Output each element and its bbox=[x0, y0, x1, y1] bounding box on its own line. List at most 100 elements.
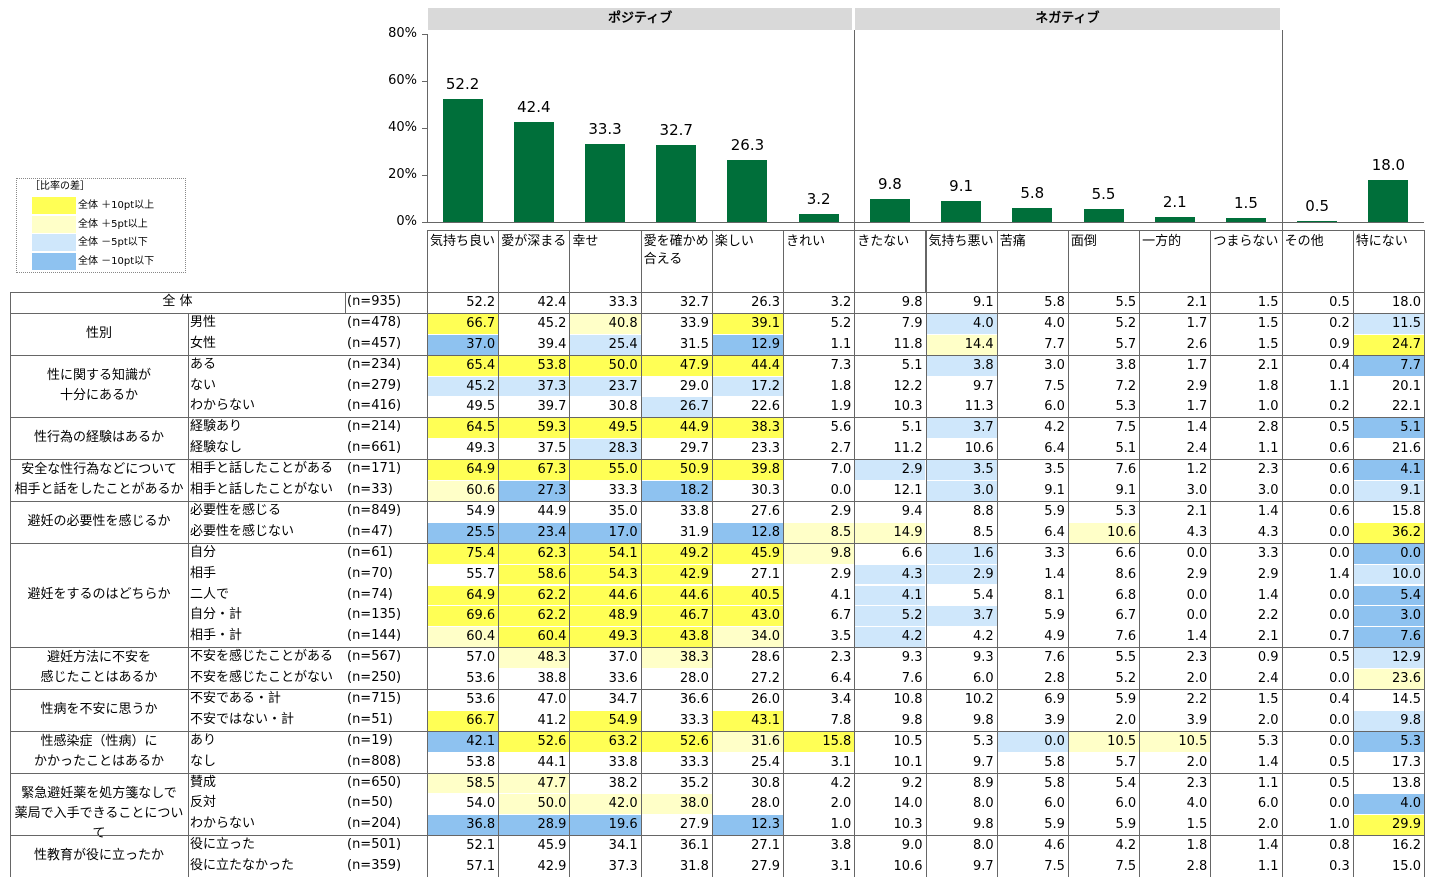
row-label: 相手と話したことがない bbox=[190, 482, 334, 498]
row-n: (n=70) bbox=[347, 565, 393, 581]
cell: 22.1 bbox=[1392, 399, 1421, 415]
cell: 58.5 bbox=[428, 773, 499, 794]
row-n: (n=204) bbox=[347, 816, 402, 832]
cell: 29.0 bbox=[679, 378, 709, 394]
cell: 25.5 bbox=[428, 522, 499, 543]
cell: 37.5 bbox=[537, 441, 567, 457]
cell: 4.3 bbox=[855, 564, 926, 585]
cell: 0.8 bbox=[1329, 838, 1350, 854]
cell: 9.0 bbox=[901, 838, 923, 854]
cell: 60.4 bbox=[499, 627, 570, 648]
row-n: (n=478) bbox=[347, 314, 402, 330]
cell: 7.9 bbox=[901, 315, 923, 331]
row-label: あり bbox=[190, 732, 217, 748]
cell: 38.3 bbox=[712, 418, 784, 439]
group-header: ポジティブ bbox=[428, 8, 853, 30]
cell: 6.6 bbox=[901, 545, 923, 561]
cell: 3.1 bbox=[830, 859, 852, 875]
cell: 11.2 bbox=[893, 441, 923, 457]
cell: 3.2 bbox=[830, 295, 852, 310]
cell: 38.2 bbox=[608, 775, 638, 791]
cell: 9.7 bbox=[973, 378, 994, 394]
cell: 4.2 bbox=[973, 629, 994, 645]
cell: 4.2 bbox=[855, 627, 926, 648]
bar bbox=[1368, 179, 1409, 222]
cell: 66.7 bbox=[428, 313, 499, 334]
cell: 6.6 bbox=[1115, 545, 1137, 561]
cell: 7.7 bbox=[1044, 336, 1065, 352]
column-line bbox=[427, 292, 428, 877]
row-label: 必要性を感じる bbox=[190, 502, 282, 518]
cell: 9.8 bbox=[973, 712, 994, 728]
cell: 65.4 bbox=[428, 355, 499, 376]
cell: 40.5 bbox=[712, 585, 784, 606]
cell: 5.7 bbox=[1115, 754, 1137, 770]
row-n: (n=935) bbox=[347, 294, 402, 309]
cell: 4.1 bbox=[855, 585, 926, 606]
group-label: 避妊方法に不安を bbox=[46, 650, 151, 666]
cell: 29.7 bbox=[679, 441, 709, 457]
cell: 3.7 bbox=[926, 418, 997, 439]
cell: 15.8 bbox=[784, 731, 855, 752]
row-n: (n=19) bbox=[347, 732, 393, 748]
cell: 5.8 bbox=[1044, 295, 1065, 310]
cell: 36.8 bbox=[428, 815, 499, 836]
group-label: 性に関する知識が bbox=[46, 368, 151, 384]
cell: 41.2 bbox=[537, 712, 567, 728]
row-label: わからない bbox=[190, 398, 256, 414]
cell: 48.9 bbox=[570, 606, 641, 627]
cell: 4.9 bbox=[1044, 629, 1065, 645]
cell: 0.2 bbox=[1329, 315, 1350, 331]
row-n: (n=501) bbox=[347, 837, 402, 853]
cell: 9.1 bbox=[1044, 483, 1065, 499]
separator bbox=[1281, 30, 1283, 230]
cell: 3.8 bbox=[926, 355, 997, 376]
cell: 1.2 bbox=[1186, 462, 1208, 478]
cell: 2.9 bbox=[830, 566, 852, 582]
cell: 7.3 bbox=[830, 357, 852, 373]
cell: 39.4 bbox=[537, 336, 567, 352]
cell: 42.0 bbox=[570, 794, 641, 815]
cell: 10.3 bbox=[893, 817, 923, 833]
cell: 25.4 bbox=[751, 754, 781, 770]
cell: 7.5 bbox=[1044, 378, 1065, 394]
cell: 47.9 bbox=[641, 355, 712, 376]
cell: 4.0 bbox=[926, 313, 997, 334]
column-line bbox=[711, 292, 713, 877]
cell: 34.7 bbox=[608, 691, 638, 707]
cell: 0.3 bbox=[1329, 859, 1350, 875]
cell: 2.1 bbox=[1186, 503, 1208, 519]
cell: 12.3 bbox=[712, 815, 784, 836]
cell: 7.0 bbox=[830, 462, 852, 478]
cell: 50.0 bbox=[499, 794, 570, 815]
cell: 60.4 bbox=[428, 627, 499, 648]
cell: 0.7 bbox=[1329, 629, 1350, 645]
row-label: 経験あり bbox=[190, 419, 243, 435]
column-header: 苦痛 bbox=[996, 230, 1069, 293]
cell: 42.9 bbox=[537, 859, 567, 875]
cell: 10.1 bbox=[893, 754, 923, 770]
column-line bbox=[854, 292, 856, 877]
cell: 27.6 bbox=[751, 503, 781, 519]
cell: 2.3 bbox=[1186, 650, 1208, 666]
cell: 2.8 bbox=[1186, 859, 1208, 875]
row-n: (n=457) bbox=[347, 335, 402, 351]
cell: 3.4 bbox=[830, 691, 852, 707]
legend-label: 全体 ＋5pt以上 bbox=[78, 218, 148, 230]
group-label: 性教育が役に立ったか bbox=[33, 848, 164, 864]
cell: 0.0 bbox=[1329, 712, 1350, 728]
column-line bbox=[1424, 292, 1425, 877]
y-tick bbox=[422, 175, 427, 176]
cell: 0.5 bbox=[1329, 420, 1350, 436]
cell: 44.6 bbox=[570, 585, 641, 606]
cell: 20.1 bbox=[1392, 378, 1421, 394]
column-header: その他 bbox=[1281, 230, 1354, 293]
bar bbox=[442, 99, 483, 222]
cell: 33.3 bbox=[679, 754, 709, 770]
cell: 9.1 bbox=[1115, 483, 1137, 499]
cell: 12.9 bbox=[1353, 648, 1424, 669]
cell: 57.0 bbox=[466, 650, 496, 666]
cell: 0.9 bbox=[1329, 336, 1350, 352]
cell: 1.7 bbox=[1186, 315, 1208, 331]
cell: 29.9 bbox=[1353, 815, 1424, 836]
